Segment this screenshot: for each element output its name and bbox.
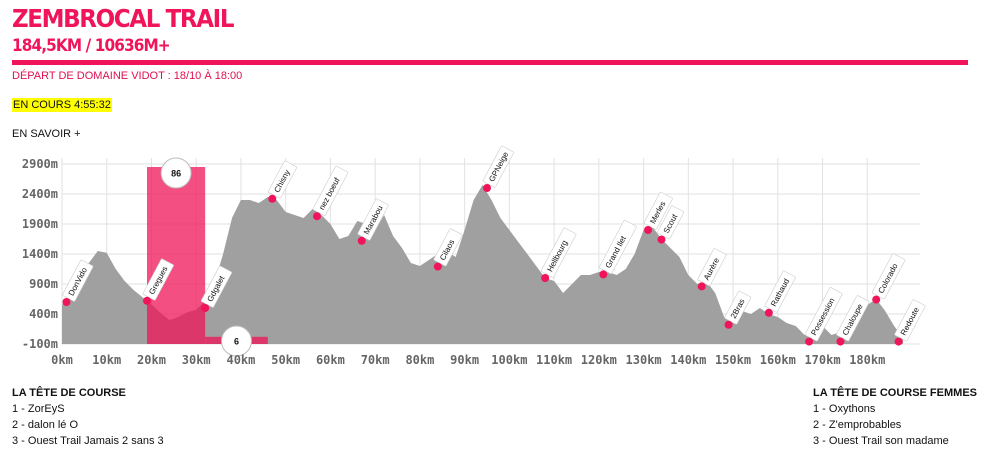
runner-count-bubble [220, 325, 252, 357]
leaderboard-row: 2 - dalon lé O [12, 419, 79, 431]
checkpoint-tag-bg [268, 160, 297, 199]
checkpoint-dot [143, 296, 151, 305]
runner-count-label: 86 [171, 169, 181, 179]
checkpoint-dot [697, 282, 706, 291]
checkpoint-tag: Colorado [871, 253, 906, 300]
y-tick-label: 1400m [22, 247, 58, 261]
checkpoint-tag-bg [62, 259, 94, 302]
start-info: DÉPART DE DOMAINE VIDOT : 18/10 À 18:00 [12, 70, 243, 82]
checkpoint-tag-bg [312, 165, 349, 216]
x-tick-label: 170km [804, 353, 840, 367]
checkpoint-tag-bg [200, 265, 233, 308]
leaderboard-row: 1 - Oxythons [813, 403, 876, 415]
leaderboard-men-title: LA TÊTE DE COURSE [12, 387, 126, 399]
y-tick-label: 1900m [22, 217, 58, 231]
checkpoint-tag-bg [433, 228, 463, 267]
y-tick-label: 400m [29, 307, 58, 321]
runner-group-bar [147, 167, 206, 344]
leaderboard-men: LA TÊTE DE COURSE 1 - ZorEyS 2 - dalon l… [12, 387, 164, 447]
x-tick-label: 100km [491, 353, 527, 367]
x-tick-label: 10km [92, 353, 121, 367]
leaderboard-row: 3 - Ouest Trail son madame [813, 435, 949, 447]
x-tick-label: 130km [626, 353, 662, 367]
leaderboard-women-title: LA TÊTE DE COURSE FEMMES [813, 387, 977, 399]
runner-count-label: 6 [234, 337, 239, 347]
title-divider [12, 60, 968, 65]
y-tick-label: 900m [29, 277, 58, 291]
x-tick-label: 150km [715, 353, 751, 367]
y-tick-label: 2900m [22, 157, 58, 171]
x-axis: 0km 10km 20km 30km 40km 50km 60km 70km 80km 90km 1… [51, 353, 885, 367]
checkpoint-dot [357, 236, 366, 245]
race-title: ZEMBROCAL TRAIL [12, 4, 235, 33]
leaderboard-row: 1 - ZorEyS [12, 403, 65, 415]
checkpoint-tag: Redoute [894, 299, 926, 342]
x-tick-label: 40km [226, 353, 255, 367]
x-tick-label: 60km [316, 353, 345, 367]
x-tick-label: 20km [137, 353, 166, 367]
learn-more-link[interactable]: EN SAVOIR + [12, 128, 81, 140]
checkpoint-dot [62, 298, 71, 306]
checkpoint-dot [313, 212, 321, 221]
checkpoint-tag-bg [482, 145, 514, 188]
checkpoint-dot [644, 226, 653, 234]
checkpoint-tag: 2Bras [724, 290, 752, 325]
checkpoint-dot [894, 337, 903, 346]
x-tick-label: 140km [670, 353, 706, 367]
race-distance: 184,5KM / 10636M+ [12, 36, 171, 56]
checkpoint-tag: Chisny [268, 160, 297, 199]
checkpoint-dot [268, 194, 277, 203]
checkpoint-tag-bg [357, 198, 389, 241]
checkpoint-dot [201, 304, 210, 312]
checkpoint-dot [599, 270, 608, 279]
elevation-profile-area [62, 185, 904, 344]
leaderboard-row: 2 - Z'emprobables [813, 419, 902, 431]
y-axis: 2900m 2400m 1900m 1400m 900m 400m -100m [22, 157, 58, 351]
x-tick-label: 50km [271, 353, 300, 367]
x-tick-label: 0km [51, 353, 73, 367]
checkpoint-dot [764, 308, 773, 317]
checkpoint-tag: Rathaud [764, 270, 796, 313]
x-tick-label: 160km [760, 353, 796, 367]
checkpoint-dot [433, 262, 442, 271]
x-tick-label: 70km [361, 353, 390, 367]
x-tick-label: 110km [536, 353, 572, 367]
checkpoint-tag: Scout [657, 205, 685, 240]
x-tick-label: 90km [450, 353, 479, 367]
checkpoint-dot [724, 320, 733, 329]
checkpoint-dot [872, 295, 881, 304]
checkpoint-dot [657, 235, 666, 244]
checkpoint-tag: Hellbourg [540, 227, 577, 278]
runner-count-bubble [160, 157, 192, 189]
y-tick-label: 2400m [22, 187, 58, 201]
checkpoint-dot [805, 337, 814, 346]
x-tick-label: 80km [405, 353, 434, 367]
y-tick-label: -100m [22, 337, 58, 351]
leaderboard-row: 3 - Ouest Trail Jamais 2 sans 3 [12, 435, 164, 447]
checkpoint-dot [541, 274, 550, 282]
elevation-profile-chart: 86 6 2900m 2400m 1900m 1400m 900m 400m -100m 0k… [22, 145, 926, 367]
x-tick-label: 120km [581, 353, 617, 367]
race-status-badge: EN COURS 4:55:32 [12, 98, 112, 112]
checkpoint-dot [836, 337, 845, 346]
x-tick-label: 30km [182, 353, 211, 367]
runner-groups: 86 6 [147, 157, 268, 357]
checkpoint-dot [483, 184, 491, 192]
x-tick-label: 180km [849, 353, 885, 367]
leaderboard-women: LA TÊTE DE COURSE FEMMES 1 - Oxythons 2 … [813, 387, 977, 447]
